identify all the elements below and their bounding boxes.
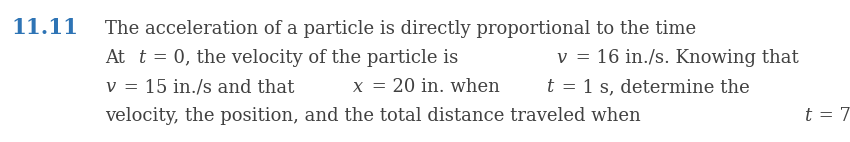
Text: = 16 in./s. Knowing that: = 16 in./s. Knowing that	[570, 49, 798, 67]
Text: t: t	[804, 107, 811, 125]
Text: = 20 in. when: = 20 in. when	[366, 78, 506, 96]
Text: velocity, the position, and the total distance traveled when: velocity, the position, and the total di…	[105, 107, 647, 125]
Text: = 7 s.: = 7 s.	[813, 107, 850, 125]
Text: t: t	[138, 49, 145, 67]
Text: At: At	[105, 49, 131, 67]
Text: The acceleration of a particle is directly proportional to the time: The acceleration of a particle is direct…	[105, 20, 702, 38]
Text: = 0, the velocity of the particle is: = 0, the velocity of the particle is	[147, 49, 464, 67]
Text: = 15 in./s and that: = 15 in./s and that	[118, 78, 300, 96]
Text: = 1 s, determine the: = 1 s, determine the	[556, 78, 750, 96]
Text: 11.11: 11.11	[11, 17, 78, 39]
Text: x: x	[353, 78, 363, 96]
Text: t: t	[547, 78, 553, 96]
Text: v: v	[557, 49, 567, 67]
Text: v: v	[105, 78, 115, 96]
